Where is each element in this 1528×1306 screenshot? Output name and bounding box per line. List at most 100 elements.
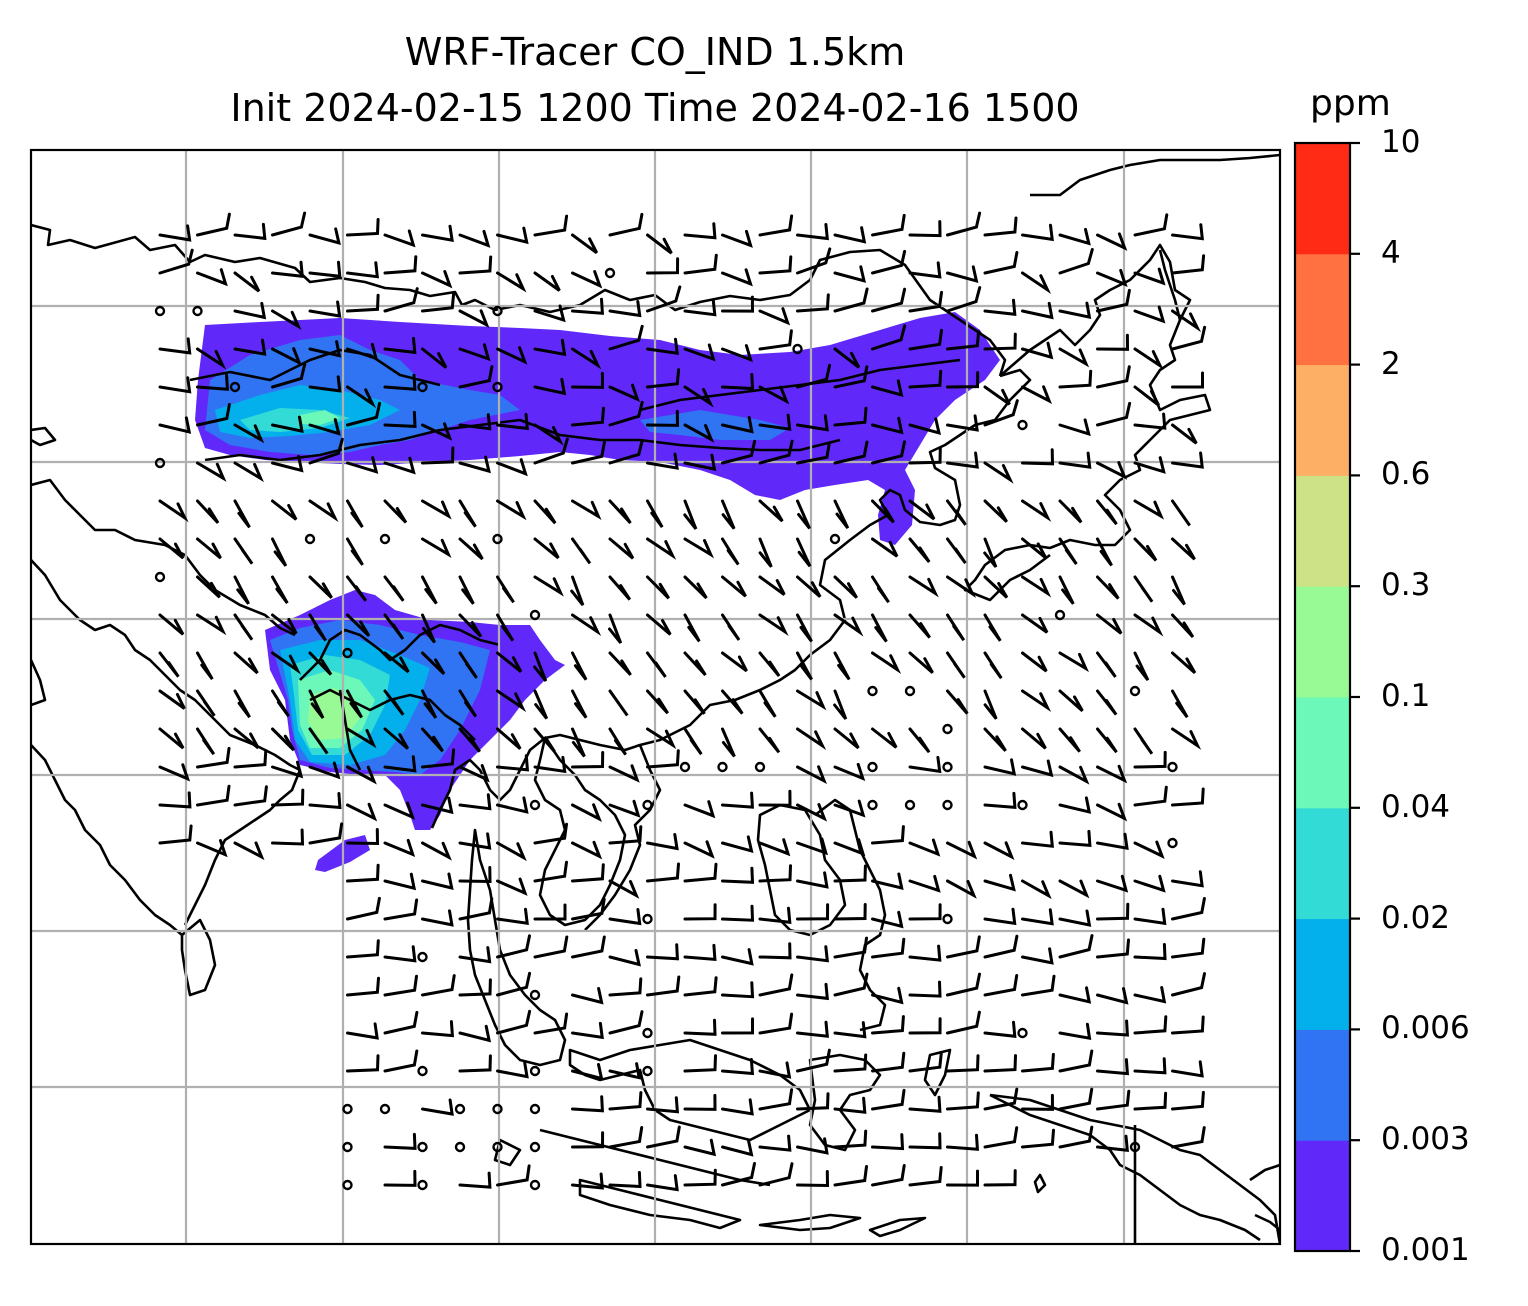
- wind-barb: [683, 1018, 717, 1036]
- wind-barb: [158, 248, 194, 275]
- wind-barb-calm: [679, 761, 691, 773]
- wind-barb: [1133, 785, 1168, 807]
- wind-barb: [983, 613, 1002, 642]
- wind-barb: [1096, 575, 1120, 600]
- wind-barb: [346, 218, 380, 237]
- wind-barb: [683, 840, 715, 859]
- wind-barb: [1133, 456, 1166, 474]
- wind-barb-calm: [942, 723, 953, 735]
- wind-barb: [271, 454, 304, 473]
- wind-barb: [346, 401, 382, 427]
- wind-barb: [496, 575, 515, 604]
- wind-barb: [1133, 1015, 1168, 1035]
- wind-barb: [908, 755, 942, 774]
- wind-barb: [758, 838, 791, 857]
- colorbar-segment: [1295, 1140, 1350, 1252]
- wind-barb: [1021, 448, 1055, 466]
- wind-barb: [458, 978, 492, 997]
- wind-barb: [196, 499, 220, 524]
- wind-barb-calm: [867, 799, 878, 811]
- wind-barb: [1096, 832, 1129, 851]
- wind-barb: [758, 906, 792, 924]
- wind-barb-calm: [492, 1141, 503, 1153]
- wind-barb: [571, 613, 602, 637]
- wind-barb: [271, 788, 305, 807]
- wind-barb: [496, 346, 528, 365]
- wind-barb: [796, 765, 827, 784]
- wind-barb: [946, 613, 966, 642]
- wind-barb: [796, 837, 829, 856]
- wind-barb: [721, 866, 755, 884]
- map-title-line-1: WRF-Tracer CO_IND 1.5km: [404, 30, 906, 74]
- wind-barb: [571, 751, 605, 769]
- wind-barb: [683, 499, 698, 530]
- wind-barb: [908, 1017, 942, 1035]
- wind-barb: [571, 987, 604, 1005]
- wind-barb-calm: [529, 1065, 541, 1077]
- wind-barb-calm: [529, 1179, 541, 1191]
- wind-barb: [383, 1132, 417, 1150]
- wind-barb: [683, 253, 718, 275]
- wind-barb: [271, 211, 307, 237]
- wind-barb: [646, 613, 672, 636]
- wind-barb: [233, 423, 265, 444]
- wind-barb: [346, 499, 364, 528]
- wind-barb-calm: [304, 533, 316, 545]
- wind-barb: [721, 295, 755, 313]
- wind-barb: [533, 651, 548, 682]
- wind-barb: [721, 948, 754, 966]
- wind-barb: [608, 575, 632, 601]
- wind-barb-calm: [529, 989, 541, 1001]
- wind-barb: [946, 451, 979, 469]
- wind-barb: [1096, 764, 1128, 784]
- wind-barb: [346, 828, 380, 846]
- colorbar: [1293, 141, 1360, 1253]
- wind-barb: [383, 755, 417, 773]
- wind-barb: [1058, 1125, 1094, 1149]
- wind-barb: [608, 613, 623, 644]
- wind-barb: [721, 1017, 754, 1035]
- wind-barb: [1058, 248, 1094, 275]
- wind-barb: [383, 1010, 419, 1035]
- wind-barb: [496, 271, 527, 293]
- wind-barb: [833, 499, 850, 530]
- wind-barb: [683, 1138, 717, 1157]
- wind-barb: [1171, 575, 1186, 606]
- wind-barb: [871, 213, 906, 237]
- wind-barb: [833, 972, 869, 997]
- wind-barb: [871, 249, 907, 275]
- wind-barb: [758, 1012, 794, 1035]
- wind-barb: [346, 261, 379, 279]
- wind-barb-calm: [342, 1141, 353, 1153]
- wind-barb: [308, 792, 342, 810]
- wind-barb: [983, 1087, 1019, 1111]
- wind-barb: [946, 265, 979, 284]
- colorbar-segment: [1295, 586, 1350, 698]
- wind-barb: [871, 727, 898, 749]
- wind-barb: [1058, 1087, 1094, 1111]
- wind-barb: [383, 229, 416, 248]
- wind-barb: [871, 986, 904, 1005]
- wind-barb: [496, 412, 529, 431]
- wind-barb: [983, 499, 1008, 523]
- wind-barb: [683, 299, 717, 317]
- wind-barb: [946, 575, 977, 598]
- wind-barb: [646, 975, 681, 997]
- wind-barb: [1096, 651, 1117, 678]
- wind-barb: [946, 499, 967, 526]
- wind-barb: [946, 879, 977, 899]
- wind-barb: [308, 340, 342, 358]
- wind-barb: [908, 1132, 942, 1150]
- wind-barb: [1171, 787, 1205, 807]
- wind-barb: [983, 758, 1017, 776]
- wind-barb: [608, 949, 641, 967]
- wind-barb: [1096, 365, 1131, 389]
- wind-barb: [383, 898, 419, 921]
- wind-barb: [383, 499, 408, 524]
- wind-barb: [608, 825, 643, 845]
- wind-barb: [496, 727, 522, 750]
- wind-barb: [871, 825, 905, 845]
- wind-barb: [271, 347, 303, 366]
- wind-barb: [271, 760, 304, 779]
- wind-barb-calm: [342, 1103, 353, 1115]
